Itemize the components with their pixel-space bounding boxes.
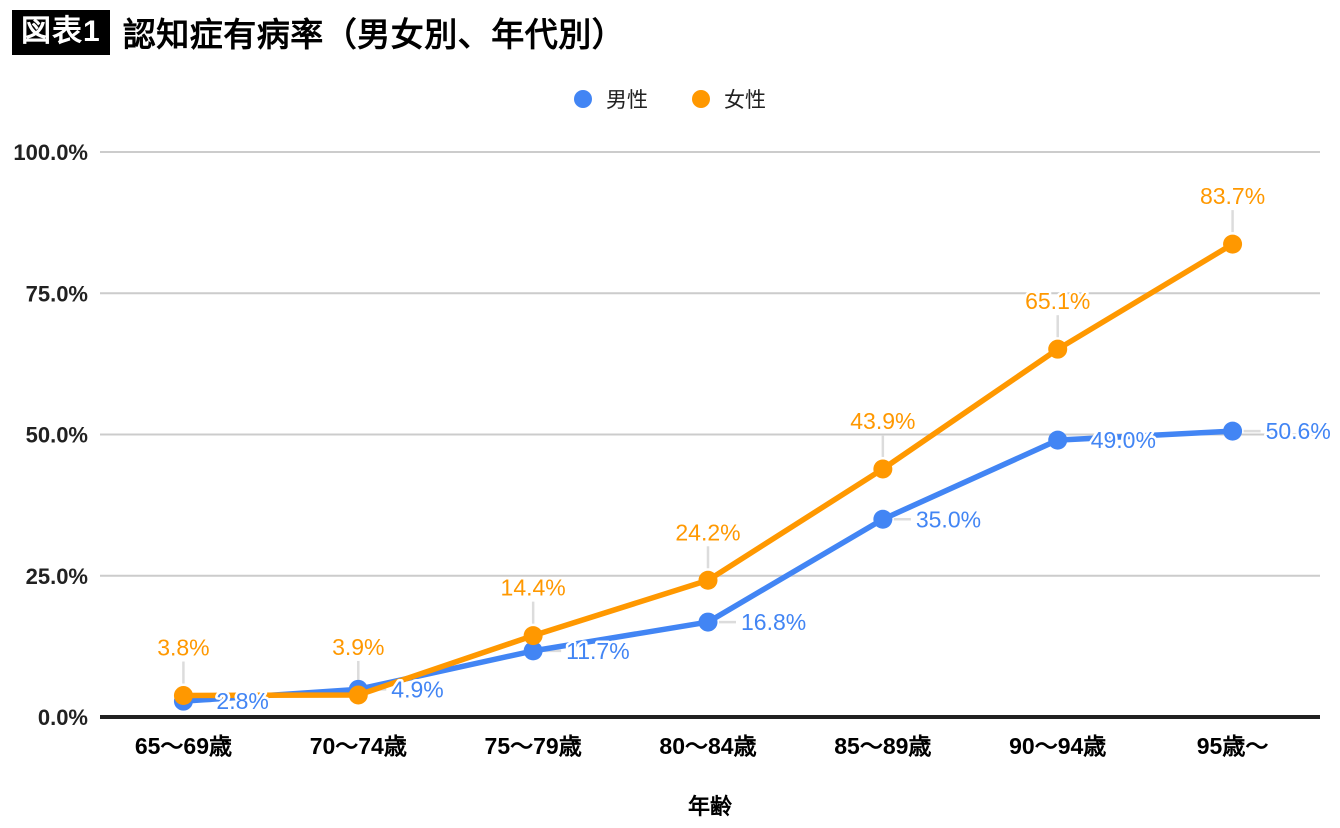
- data-label-series-1: 24.2%: [675, 519, 740, 545]
- data-point-series-1: [1048, 339, 1068, 359]
- x-axis-tick-label: 85〜89歳: [834, 733, 931, 759]
- data-label-series-1: 14.4%: [501, 575, 566, 601]
- data-point-series-1: [1223, 234, 1243, 254]
- figure-number-badge: 図表1: [12, 9, 110, 55]
- data-label-series-1: 65.1%: [1025, 288, 1090, 314]
- y-axis-tick-label: 25.0%: [26, 564, 88, 589]
- data-label-series-0: 16.8%: [741, 609, 806, 635]
- data-point-series-0: [523, 641, 543, 661]
- x-axis-tick-label: 95歳〜: [1197, 733, 1269, 759]
- data-point-series-1: [698, 570, 718, 590]
- y-axis-tick-label: 75.0%: [26, 281, 88, 306]
- data-point-series-1: [173, 686, 193, 706]
- x-axis-title: 年齢: [688, 794, 733, 819]
- legend-swatch-male-icon: [574, 90, 592, 108]
- chart-legend: 男性 女性: [0, 84, 1340, 114]
- x-axis-tick-label: 70〜74歳: [310, 733, 407, 759]
- data-label-series-0: 50.6%: [1266, 418, 1331, 444]
- data-label-series-0: 11.7%: [566, 638, 630, 664]
- chart-title: 認知症有病率（男女別、年代別）: [122, 16, 626, 53]
- y-axis-tick-label: 100.0%: [13, 140, 88, 165]
- chart-header: 図表1 認知症有病率（男女別、年代別）: [12, 8, 625, 56]
- legend-item-male: 男性: [574, 84, 648, 114]
- data-label-series-1: 83.7%: [1200, 183, 1265, 209]
- x-axis-tick-label: 90〜94歳: [1009, 733, 1106, 759]
- data-label-series-1: 43.9%: [850, 408, 915, 434]
- y-axis-tick-label: 0.0%: [38, 705, 88, 730]
- data-point-series-0: [1048, 430, 1068, 450]
- data-label-series-1: 3.8%: [157, 635, 209, 661]
- data-label-series-0: 35.0%: [916, 506, 981, 532]
- data-label-series-1: 3.9%: [332, 634, 384, 660]
- dementia-prevalence-line-chart: 0.0% 25.0% 50.0% 75.0% 100.0% 65〜69歳 70〜74歳 75〜…: [13, 140, 1333, 819]
- data-point-series-0: [1223, 421, 1243, 441]
- data-point-series-1: [348, 685, 368, 705]
- legend-label-female: 女性: [724, 89, 766, 112]
- data-point-series-0: [873, 509, 893, 529]
- data-label-series-0: 49.0%: [1091, 427, 1156, 453]
- legend-label-male: 男性: [606, 89, 648, 112]
- y-axis-tick-label: 50.0%: [26, 423, 88, 448]
- data-point-series-1: [523, 626, 543, 646]
- legend-item-female: 女性: [692, 84, 766, 114]
- x-axis-tick-label: 65〜69歳: [135, 733, 232, 759]
- x-axis-tick-label: 75〜79歳: [485, 733, 582, 759]
- data-label-series-0: 2.8%: [216, 688, 268, 714]
- legend-swatch-female-icon: [692, 90, 710, 108]
- data-point-series-1: [873, 459, 893, 479]
- x-axis-tick-label: 80〜84歳: [659, 733, 756, 759]
- data-label-series-0: 4.9%: [391, 676, 443, 702]
- data-point-series-0: [698, 612, 718, 632]
